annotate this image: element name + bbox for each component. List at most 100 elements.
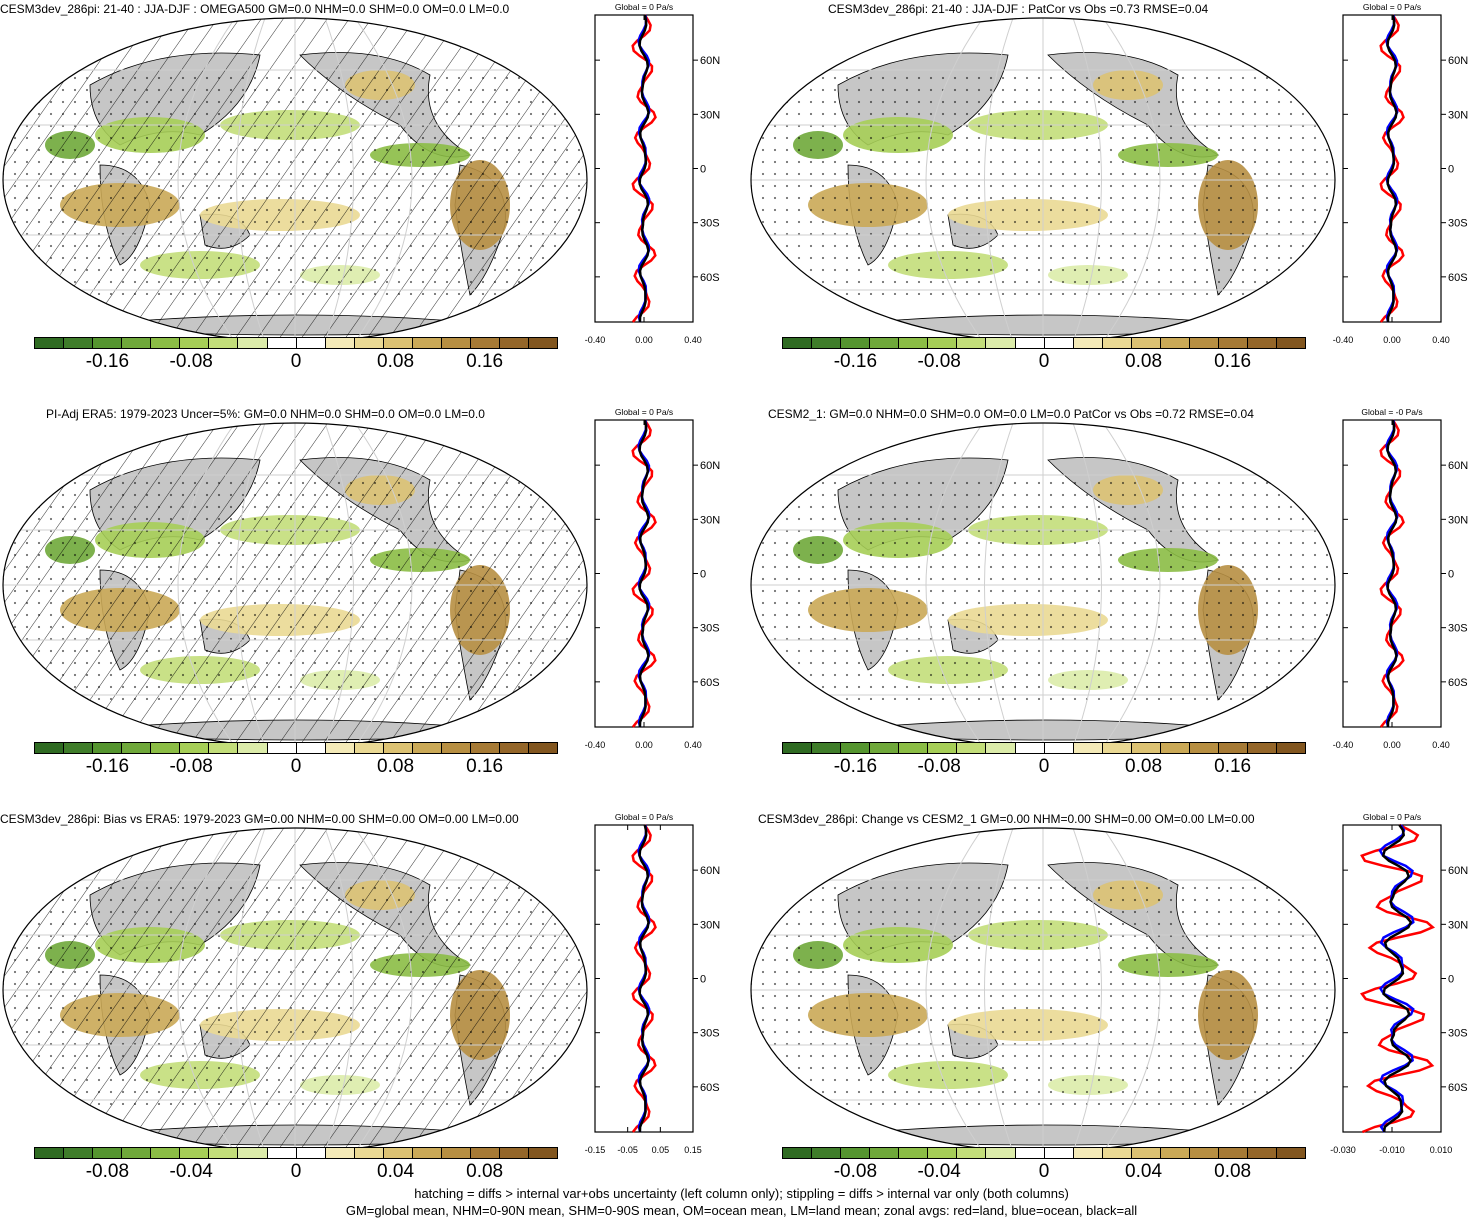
colorbar-swatch	[412, 1148, 442, 1158]
world-map	[2, 422, 588, 748]
colorbar-swatch	[93, 743, 123, 753]
colorbar-swatch	[1189, 338, 1219, 348]
colorbar-swatch	[1015, 338, 1045, 348]
colorbar-swatch	[1102, 743, 1132, 753]
colorbar-swatch	[35, 338, 65, 348]
colorbar-swatch	[500, 338, 530, 348]
colorbar-swatch	[470, 1148, 500, 1158]
colorbar-swatch	[64, 338, 94, 348]
profile-title: Global = 0 Pa/s	[1363, 812, 1421, 822]
colorbar-swatch	[1248, 338, 1278, 348]
colorbar-swatch	[238, 1148, 268, 1158]
colorbar-swatch	[354, 743, 384, 753]
world-map	[750, 827, 1336, 1153]
lat-label: 60N	[700, 55, 720, 67]
colorbar-swatch	[470, 743, 500, 753]
colorbar-swatch	[354, 1148, 384, 1158]
colorbar-swatch	[986, 338, 1016, 348]
colorbar-tick-label: -0.04	[169, 1161, 213, 1182]
colorbar-labels: -0.08 -0.04 0 0.04 0.08	[782, 1161, 1306, 1185]
land-profile-line	[1360, 823, 1436, 1134]
colorbar-swatch	[383, 338, 413, 348]
colorbar-swatch	[267, 743, 297, 753]
colorbar-tick-label: 0.04	[1125, 1161, 1163, 1182]
colorbar-swatch	[986, 743, 1016, 753]
colorbar-swatch	[928, 1148, 958, 1158]
colorbar-swatch	[180, 1148, 210, 1158]
colorbar-tick-label: 0	[1038, 1161, 1050, 1182]
colorbar-tick-label: 0.16	[466, 351, 504, 372]
colorbar-swatch	[783, 743, 813, 753]
land-profile-line	[631, 419, 657, 728]
footer-line-1: hatching = diffs > internal var+obs unce…	[414, 1186, 1069, 1201]
colorbar-swatch	[412, 338, 442, 348]
profile-xtick: -0.40	[585, 740, 606, 750]
colorbar-swatch	[812, 743, 842, 753]
colorbar-swatch	[267, 1148, 297, 1158]
zonal-profile: Global = 0 Pa/s 60N 30N 0 30S 60S -0.40 0.00 0.4…	[585, 2, 720, 345]
profile-xtick: 0.00	[1383, 335, 1401, 345]
panel-1: CESM3dev_286pi: 21-40 : JJA-DJF : OMEGA5…	[0, 0, 740, 405]
colorbar-tick-label: 0.08	[377, 756, 415, 777]
colorbar-swatch	[180, 338, 210, 348]
colorbar-tick-label: 0.16	[466, 756, 504, 777]
profile-title: Global = 0 Pa/s	[615, 407, 673, 417]
colorbar-tick-label: 0	[290, 1161, 302, 1182]
colorbar-swatch	[1102, 1148, 1132, 1158]
profile-xtick: 0.40	[684, 740, 702, 750]
all-profile-line	[638, 14, 650, 323]
colorbar-swatch	[122, 1148, 152, 1158]
colorbar	[782, 337, 1306, 349]
colorbar-swatch	[1131, 743, 1161, 753]
profile-xtick: -0.40	[1333, 335, 1354, 345]
colorbar-tick-label: 0.08	[1214, 1161, 1252, 1182]
colorbar-swatch	[870, 743, 900, 753]
colorbar-swatch	[1218, 743, 1248, 753]
profile-xtick: 0.00	[1383, 740, 1401, 750]
colorbar-labels: -0.16 -0.08 0 0.08 0.16	[34, 756, 558, 780]
land-profile-line	[631, 824, 657, 1133]
colorbar-swatch	[986, 1148, 1016, 1158]
colorbar-swatch	[238, 338, 268, 348]
colorbar-swatch	[1189, 1148, 1219, 1158]
land-profile-line	[1379, 14, 1405, 323]
colorbar-tick-label: 0.08	[466, 1161, 504, 1182]
colorbar-swatch	[928, 743, 958, 753]
colorbar-tick-label: 0.08	[1125, 756, 1163, 777]
colorbar-swatch	[238, 743, 268, 753]
lat-label: 30N	[1448, 109, 1468, 121]
colorbar-swatch	[928, 338, 958, 348]
world-map	[2, 827, 588, 1153]
lat-label: 60S	[700, 677, 720, 689]
profile-xtick: -0.010	[1379, 1145, 1405, 1155]
all-profile-line	[638, 419, 650, 728]
lat-label: 0	[1448, 164, 1454, 176]
colorbar-swatch	[1248, 1148, 1278, 1158]
colorbar-swatch	[93, 1148, 123, 1158]
colorbar-swatch	[180, 743, 210, 753]
colorbar-labels: -0.16 -0.08 0 0.08 0.16	[782, 351, 1306, 375]
profile-title: Global = 0 Pa/s	[615, 812, 673, 822]
zonal-profile: Global = 0 Pa/s 60N 30N 0 30S 60S -0.15 -0.05 0.…	[585, 812, 720, 1155]
colorbar-swatch	[1160, 338, 1190, 348]
all-profile-line	[1386, 419, 1398, 728]
colorbar-swatch	[93, 338, 123, 348]
colorbar-tick-label: -0.16	[85, 351, 130, 372]
land-profile-line	[631, 14, 657, 323]
colorbar-swatch	[441, 338, 471, 348]
colorbar	[34, 337, 558, 349]
colorbar-tick-label: -0.08	[917, 756, 961, 777]
all-profile-line	[1386, 14, 1398, 323]
colorbar-swatch	[296, 743, 326, 753]
zonal-profile: Global = 0 Pa/s 60N 30N 0 30S 60S -0.40 0.00 0.4…	[1333, 2, 1468, 345]
world-map	[2, 17, 588, 343]
lat-label: 30S	[700, 623, 720, 635]
colorbar	[34, 742, 558, 754]
colorbar-swatch	[35, 743, 65, 753]
profile-xtick: -0.030	[1330, 1145, 1356, 1155]
colorbar-swatch	[470, 338, 500, 348]
profile-xtick: 0.00	[635, 335, 653, 345]
colorbar-labels: -0.16 -0.08 0 0.08 0.16	[782, 756, 1306, 780]
colorbar-swatch	[1131, 1148, 1161, 1158]
lat-label: 0	[700, 164, 706, 176]
